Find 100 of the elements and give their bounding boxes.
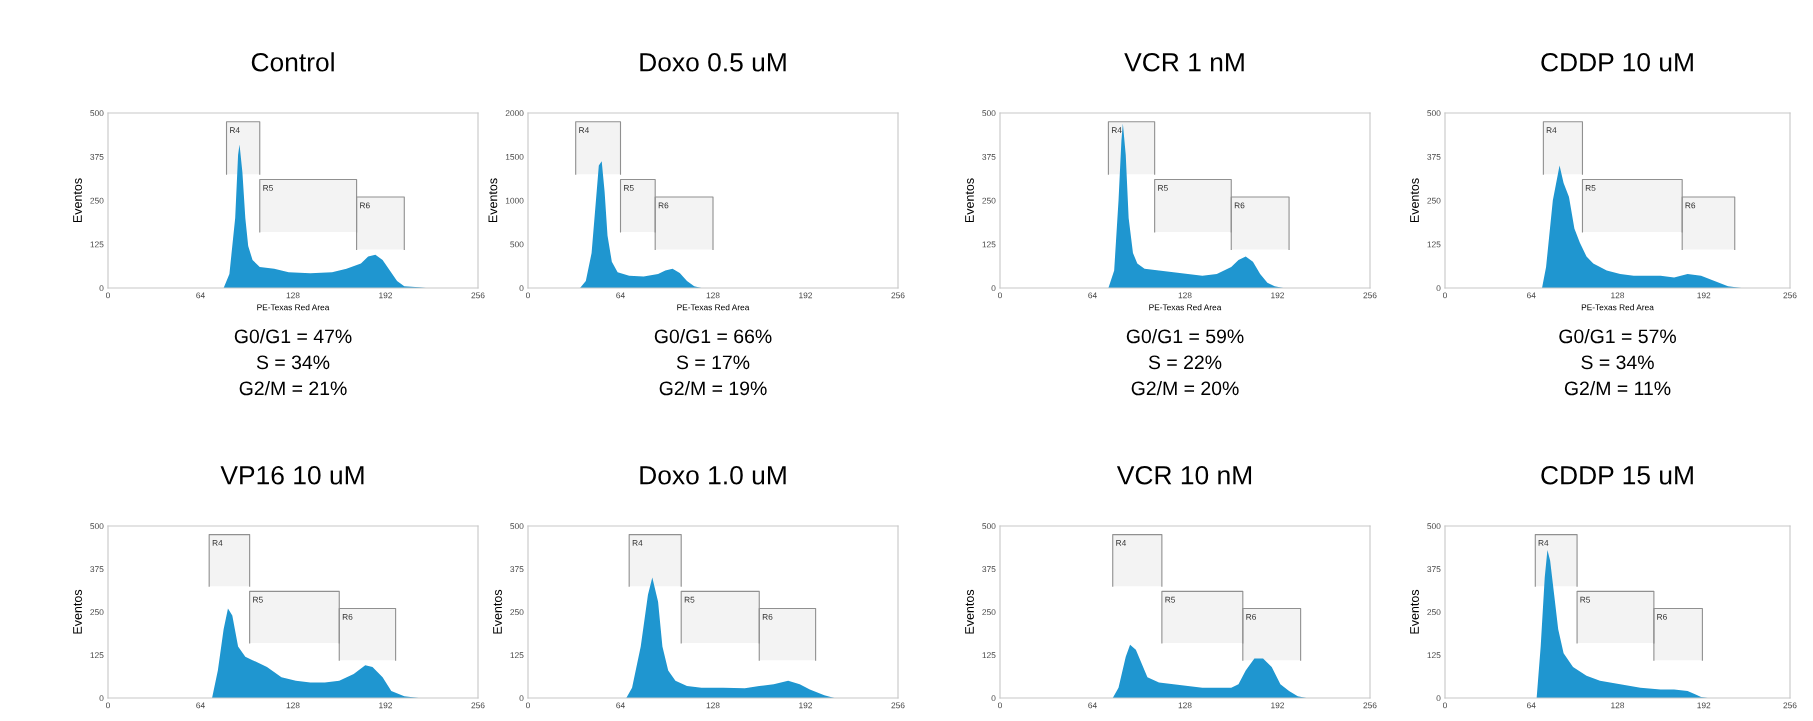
y-tick-label: 1500 (505, 153, 524, 160)
x-tick-label: 192 (379, 702, 393, 709)
y-tick-label: 0 (99, 285, 104, 292)
y-tick-label: 2000 (505, 110, 524, 117)
y-axis-title: Eventos (73, 178, 82, 223)
x-tick-label: 64 (616, 292, 625, 299)
text: G2/M = 21% (239, 380, 347, 396)
y-tick-label: 375 (982, 566, 996, 573)
y-axis-title: Eventos (965, 589, 974, 634)
y-tick-label: 250 (1427, 609, 1441, 616)
x-tick-label: 128 (286, 702, 300, 709)
y-axis-title: Eventos (1410, 589, 1419, 634)
y-tick-label: 375 (1427, 566, 1441, 573)
x-tick-label: 0 (998, 292, 1002, 299)
y-tick-label: 125 (982, 241, 996, 248)
band-label: R5 (263, 185, 273, 191)
x-tick-label: 64 (1527, 292, 1536, 299)
x-axis-title: PE-Texas Red Area (1149, 304, 1222, 311)
x-axis-title: PE-Texas Red Area (257, 304, 330, 311)
x-tick-label: 0 (106, 292, 110, 299)
y-tick-label: 375 (982, 153, 996, 160)
y-tick-label: 0 (99, 695, 104, 702)
text: G2/M = 19% (659, 380, 767, 396)
band-label: R5 (1158, 185, 1168, 191)
text: S = 17% (676, 355, 750, 370)
band-label: R6 (658, 202, 669, 209)
text: G0/G1 = 59% (1126, 328, 1244, 344)
x-tick-label: 192 (1271, 702, 1285, 709)
x-tick-label: 256 (1783, 702, 1797, 709)
y-tick-label: 500 (90, 110, 104, 117)
x-tick-label: 256 (891, 702, 905, 709)
x-tick-label: 256 (471, 702, 485, 709)
x-tick-label: 64 (1088, 702, 1097, 709)
y-tick-label: 375 (90, 153, 104, 160)
y-tick-label: 0 (519, 695, 524, 702)
band-label: R4 (579, 127, 589, 134)
chart-title: CDDP 10 uM (1541, 52, 1693, 72)
chart-title: VCR 1 nM (1124, 52, 1244, 72)
y-tick-label: 500 (982, 110, 996, 117)
x-tick-label: 0 (1443, 702, 1447, 709)
y-tick-label: 250 (90, 609, 104, 616)
y-axis-title: Eventos (73, 589, 82, 634)
x-tick-label: 128 (706, 292, 720, 299)
y-tick-label: 375 (1427, 153, 1441, 160)
y-tick-label: 125 (982, 652, 996, 659)
y-tick-label: 250 (1427, 197, 1441, 204)
y-tick-label: 125 (90, 241, 104, 248)
x-tick-label: 64 (196, 292, 205, 299)
y-axis-title: Eventos (965, 178, 974, 223)
y-tick-label: 500 (1427, 110, 1441, 117)
y-tick-label: 250 (982, 197, 996, 204)
y-tick-label: 1000 (505, 197, 524, 204)
y-tick-label: 0 (1436, 695, 1441, 702)
x-tick-label: 192 (1697, 292, 1711, 299)
x-tick-label: 128 (1611, 292, 1625, 299)
x-tick-label: 256 (891, 292, 905, 299)
x-tick-label: 128 (1611, 702, 1625, 709)
x-tick-label: 192 (799, 702, 813, 709)
text: G0/G1 = 47% (234, 328, 352, 344)
x-tick-label: 0 (526, 292, 530, 299)
band-label: R4 (1111, 127, 1122, 134)
band-label: R6 (1657, 613, 1667, 620)
chart-title: Doxo 0.5 uM (640, 52, 786, 72)
band-label: R6 (1685, 202, 1696, 209)
chart-title: Doxo 1.0 uM (640, 465, 786, 485)
x-tick-label: 192 (379, 292, 393, 299)
x-tick-label: 256 (1363, 702, 1377, 709)
band-label: R6 (762, 613, 773, 620)
x-tick-label: 0 (106, 702, 110, 709)
x-tick-label: 0 (1443, 292, 1447, 299)
text: G2/M = 20% (1131, 380, 1239, 396)
band-label: R6 (360, 202, 370, 209)
band-label: R4 (1116, 540, 1127, 546)
y-tick-label: 125 (90, 652, 104, 659)
x-tick-label: 64 (1527, 702, 1536, 709)
x-tick-label: 128 (1178, 292, 1192, 299)
y-axis-title: Eventos (1410, 178, 1419, 223)
x-tick-label: 192 (799, 292, 813, 299)
band-label: R4 (1546, 127, 1557, 134)
band-label: R6 (342, 613, 353, 620)
y-tick-label: 125 (510, 652, 524, 659)
y-tick-label: 500 (90, 523, 104, 530)
band-label: R5 (253, 596, 263, 603)
x-tick-label: 128 (286, 292, 300, 299)
y-tick-label: 500 (510, 241, 524, 248)
band-label: R6 (1246, 613, 1256, 620)
y-tick-label: 250 (982, 609, 996, 616)
y-tick-label: 0 (1436, 285, 1441, 292)
x-tick-label: 0 (998, 702, 1002, 709)
x-tick-label: 128 (1178, 702, 1192, 709)
x-tick-label: 256 (471, 292, 485, 299)
band-label: R4 (230, 127, 240, 134)
x-tick-label: 64 (1088, 292, 1097, 299)
text: G0/G1 = 66% (654, 328, 772, 344)
y-tick-label: 500 (510, 523, 524, 530)
y-tick-label: 0 (519, 285, 524, 292)
text: G0/G1 = 57% (1559, 328, 1676, 344)
y-tick-label: 375 (510, 566, 524, 573)
x-tick-label: 64 (196, 702, 205, 709)
y-tick-label: 0 (991, 695, 996, 702)
